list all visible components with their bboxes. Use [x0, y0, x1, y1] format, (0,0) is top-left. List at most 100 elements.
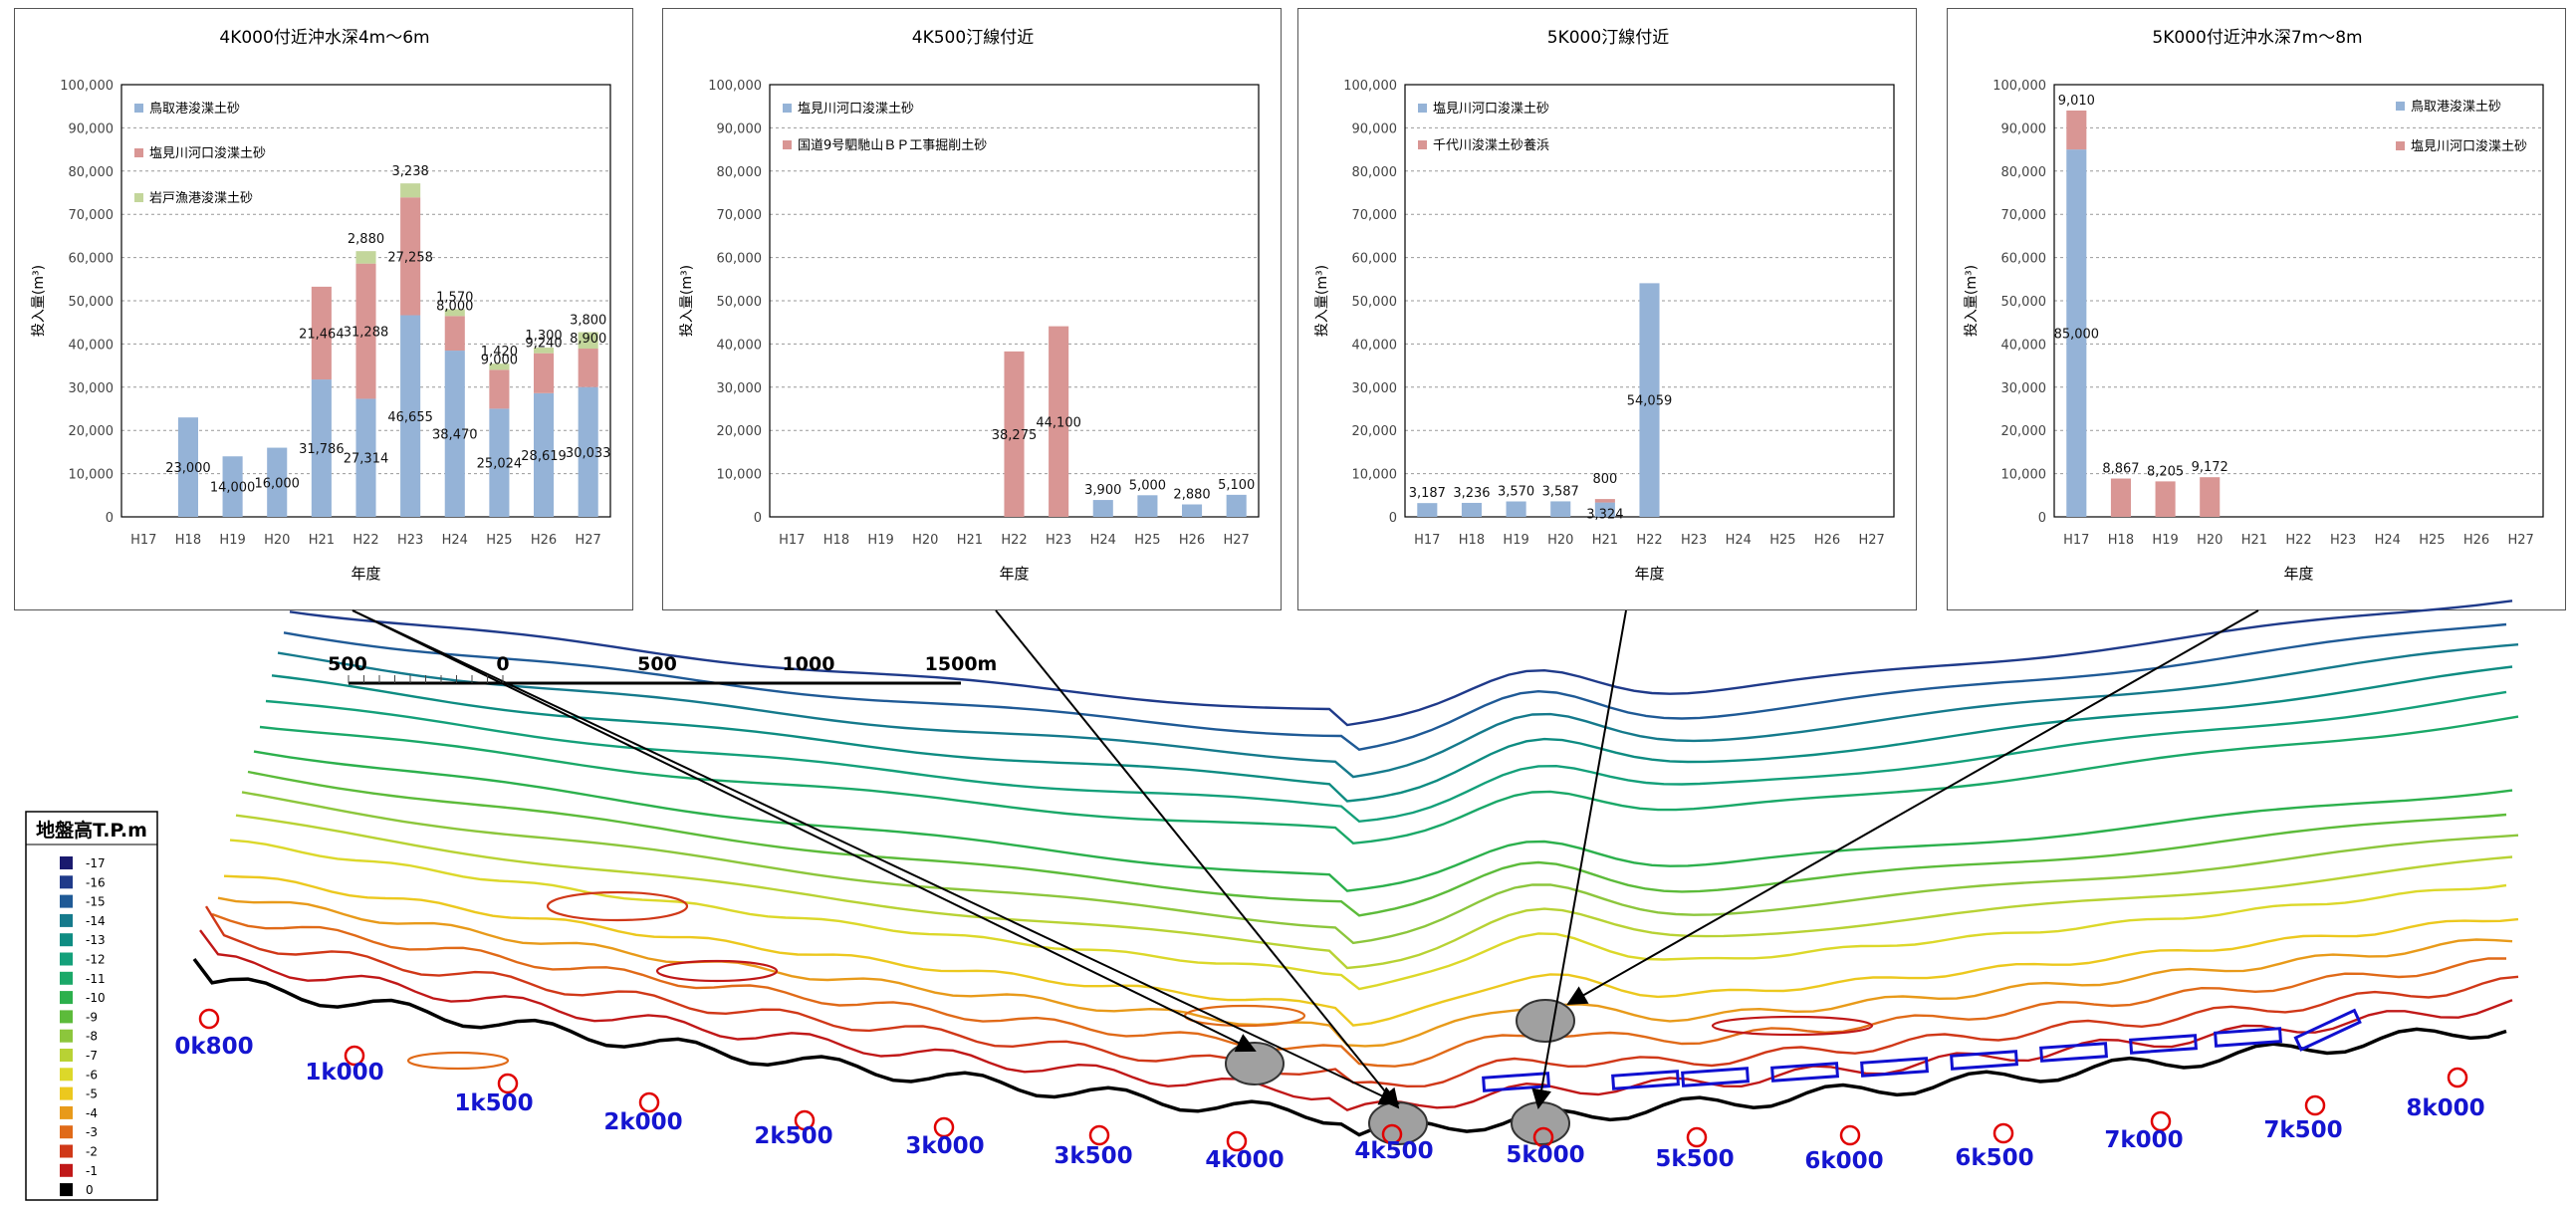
- station-marker: [1686, 1126, 1708, 1148]
- station-label: 4k500: [1354, 1138, 1433, 1164]
- data-label: 54,059: [1627, 394, 1673, 409]
- station-marker: [2304, 1094, 2326, 1116]
- legend-level: -13: [86, 933, 106, 947]
- contour-line: [192, 957, 2507, 1137]
- legend-swatch: [60, 1029, 73, 1043]
- legend-swatch: [60, 856, 73, 869]
- data-label: 2,880: [348, 232, 384, 247]
- chart-panel-4: 5K000付近沖水深7m〜8m 0 10,000 20,000 30,000 40,000…: [1947, 8, 2566, 610]
- legend-swatch: [60, 991, 73, 1005]
- station-label: 6k500: [1955, 1145, 2033, 1171]
- x-tick-label: H20: [912, 533, 938, 548]
- chart-1-svg: 4K000付近沖水深4m〜6m 0 10,000 20,000 30,000 40,000…: [31, 28, 611, 583]
- data-label: 8,867: [2102, 462, 2139, 477]
- x-tick-label: H25: [1134, 533, 1160, 548]
- y-tick-label: 0: [2038, 511, 2046, 526]
- x-tick-label: H17: [779, 533, 805, 548]
- station-label: 5k000: [1506, 1142, 1584, 1168]
- data-label: 8,000: [436, 299, 473, 314]
- y-tick-label: 10,000: [717, 468, 763, 483]
- data-label: 1,570: [436, 291, 473, 306]
- station-marker: [1088, 1124, 1110, 1146]
- data-label: 5,000: [1129, 478, 1166, 493]
- contour-loop: [406, 1051, 510, 1071]
- data-label: 8,205: [2147, 464, 2184, 479]
- data-label: 9,000: [481, 353, 518, 367]
- x-tick-label: H26: [1179, 533, 1205, 548]
- station-label: 3k500: [1054, 1143, 1132, 1169]
- y-tick-label: 60,000: [69, 252, 115, 267]
- data-label: 31,786: [299, 442, 345, 457]
- station-label: 2k500: [754, 1123, 832, 1149]
- x-tick-label: H19: [867, 533, 893, 548]
- x-tick-label: H24: [442, 533, 468, 548]
- legend-title: 地盤高T.P.m: [36, 819, 147, 842]
- bar: [2155, 481, 2176, 517]
- chart-panel-1: 4K000付近沖水深4m〜6m 0 10,000 20,000 30,000 40,000…: [14, 8, 633, 610]
- bar: [1550, 501, 1571, 517]
- legend-swatch: [60, 1010, 73, 1024]
- x-tick-label: H26: [531, 533, 557, 548]
- y-axis-label: 投入量(m³): [679, 265, 695, 337]
- y-tick-label: 40,000: [717, 338, 763, 353]
- y-tick-label: 50,000: [69, 295, 115, 310]
- data-label: 3,900: [1084, 483, 1121, 498]
- station-marker: [794, 1109, 816, 1131]
- bar: [1417, 503, 1438, 517]
- breakwater: [1681, 1067, 1751, 1087]
- bar: [311, 379, 332, 517]
- x-tick-label: H22: [1001, 533, 1027, 548]
- y-tick-label: 80,000: [2001, 165, 2047, 180]
- connector-arrow: [1566, 609, 2259, 1005]
- legend-label: 国道9号駟馳山ＢＰ工事掘削土砂: [798, 138, 987, 153]
- chart-2-svg: 4K500汀線付近 0 10,000 20,000 30,000 40,000 50,000…: [679, 28, 1260, 583]
- x-tick-label: H27: [576, 533, 601, 548]
- connector-arrow: [1531, 609, 1627, 1109]
- data-label: 27,258: [387, 250, 433, 265]
- legend-swatch: [60, 1049, 73, 1062]
- data-label: 30,033: [566, 446, 611, 461]
- bar: [534, 348, 555, 354]
- bar: [1049, 326, 1069, 517]
- x-tick-label: H17: [1414, 533, 1440, 548]
- x-tick-label: H17: [2063, 533, 2089, 548]
- bar: [534, 392, 555, 517]
- scale-label: 0: [496, 653, 509, 675]
- x-tick-label: H27: [2508, 533, 2534, 548]
- x-axis-label: 年度: [1634, 565, 1664, 583]
- data-label: 8,900: [570, 332, 606, 347]
- chart-title: 4K000付近沖水深4m〜6m: [219, 28, 429, 48]
- legend-level: -17: [86, 856, 106, 870]
- breakwater: [1611, 1070, 1681, 1090]
- bar: [444, 351, 465, 517]
- y-tick-label: 40,000: [1352, 338, 1398, 353]
- legend-swatch: [2396, 141, 2405, 150]
- x-tick-label: H18: [823, 533, 849, 548]
- legend-swatch: [2396, 102, 2405, 111]
- legend-level: -6: [86, 1068, 98, 1082]
- y-tick-label: 100,000: [1343, 79, 1397, 94]
- y-tick-label: 60,000: [717, 252, 763, 267]
- chart-3-svg: 5K000汀線付近 0 10,000 20,000 30,000 40,000 50,000…: [1314, 28, 1895, 583]
- bar: [2066, 149, 2087, 517]
- chart-title: 5K000汀線付近: [1547, 28, 1669, 48]
- station-marker: [1839, 1124, 1861, 1146]
- bar: [400, 315, 421, 517]
- scale-label: 1000: [783, 653, 835, 675]
- data-label: 9,172: [2192, 460, 2228, 475]
- station-label: 1k000: [305, 1060, 383, 1085]
- contour-line: [235, 814, 2513, 970]
- station-label: 5k500: [1655, 1146, 1734, 1172]
- legend-label: 塩見川河口浚渫土砂: [1433, 102, 1549, 117]
- y-tick-label: 10,000: [2001, 468, 2047, 483]
- x-tick-label: H27: [1859, 533, 1885, 548]
- contour-lines: [192, 600, 2519, 1137]
- legend-swatch: [134, 193, 143, 202]
- contour-line: [211, 912, 2506, 1068]
- contour-line: [241, 791, 2519, 945]
- data-label: 3,800: [570, 314, 606, 329]
- legend-swatch: [60, 1144, 73, 1158]
- legend-swatch: [134, 104, 143, 113]
- chart-4-svg: 5K000付近沖水深7m〜8m 0 10,000 20,000 30,000 40,000…: [1964, 28, 2544, 583]
- legend-swatch: [60, 1086, 73, 1100]
